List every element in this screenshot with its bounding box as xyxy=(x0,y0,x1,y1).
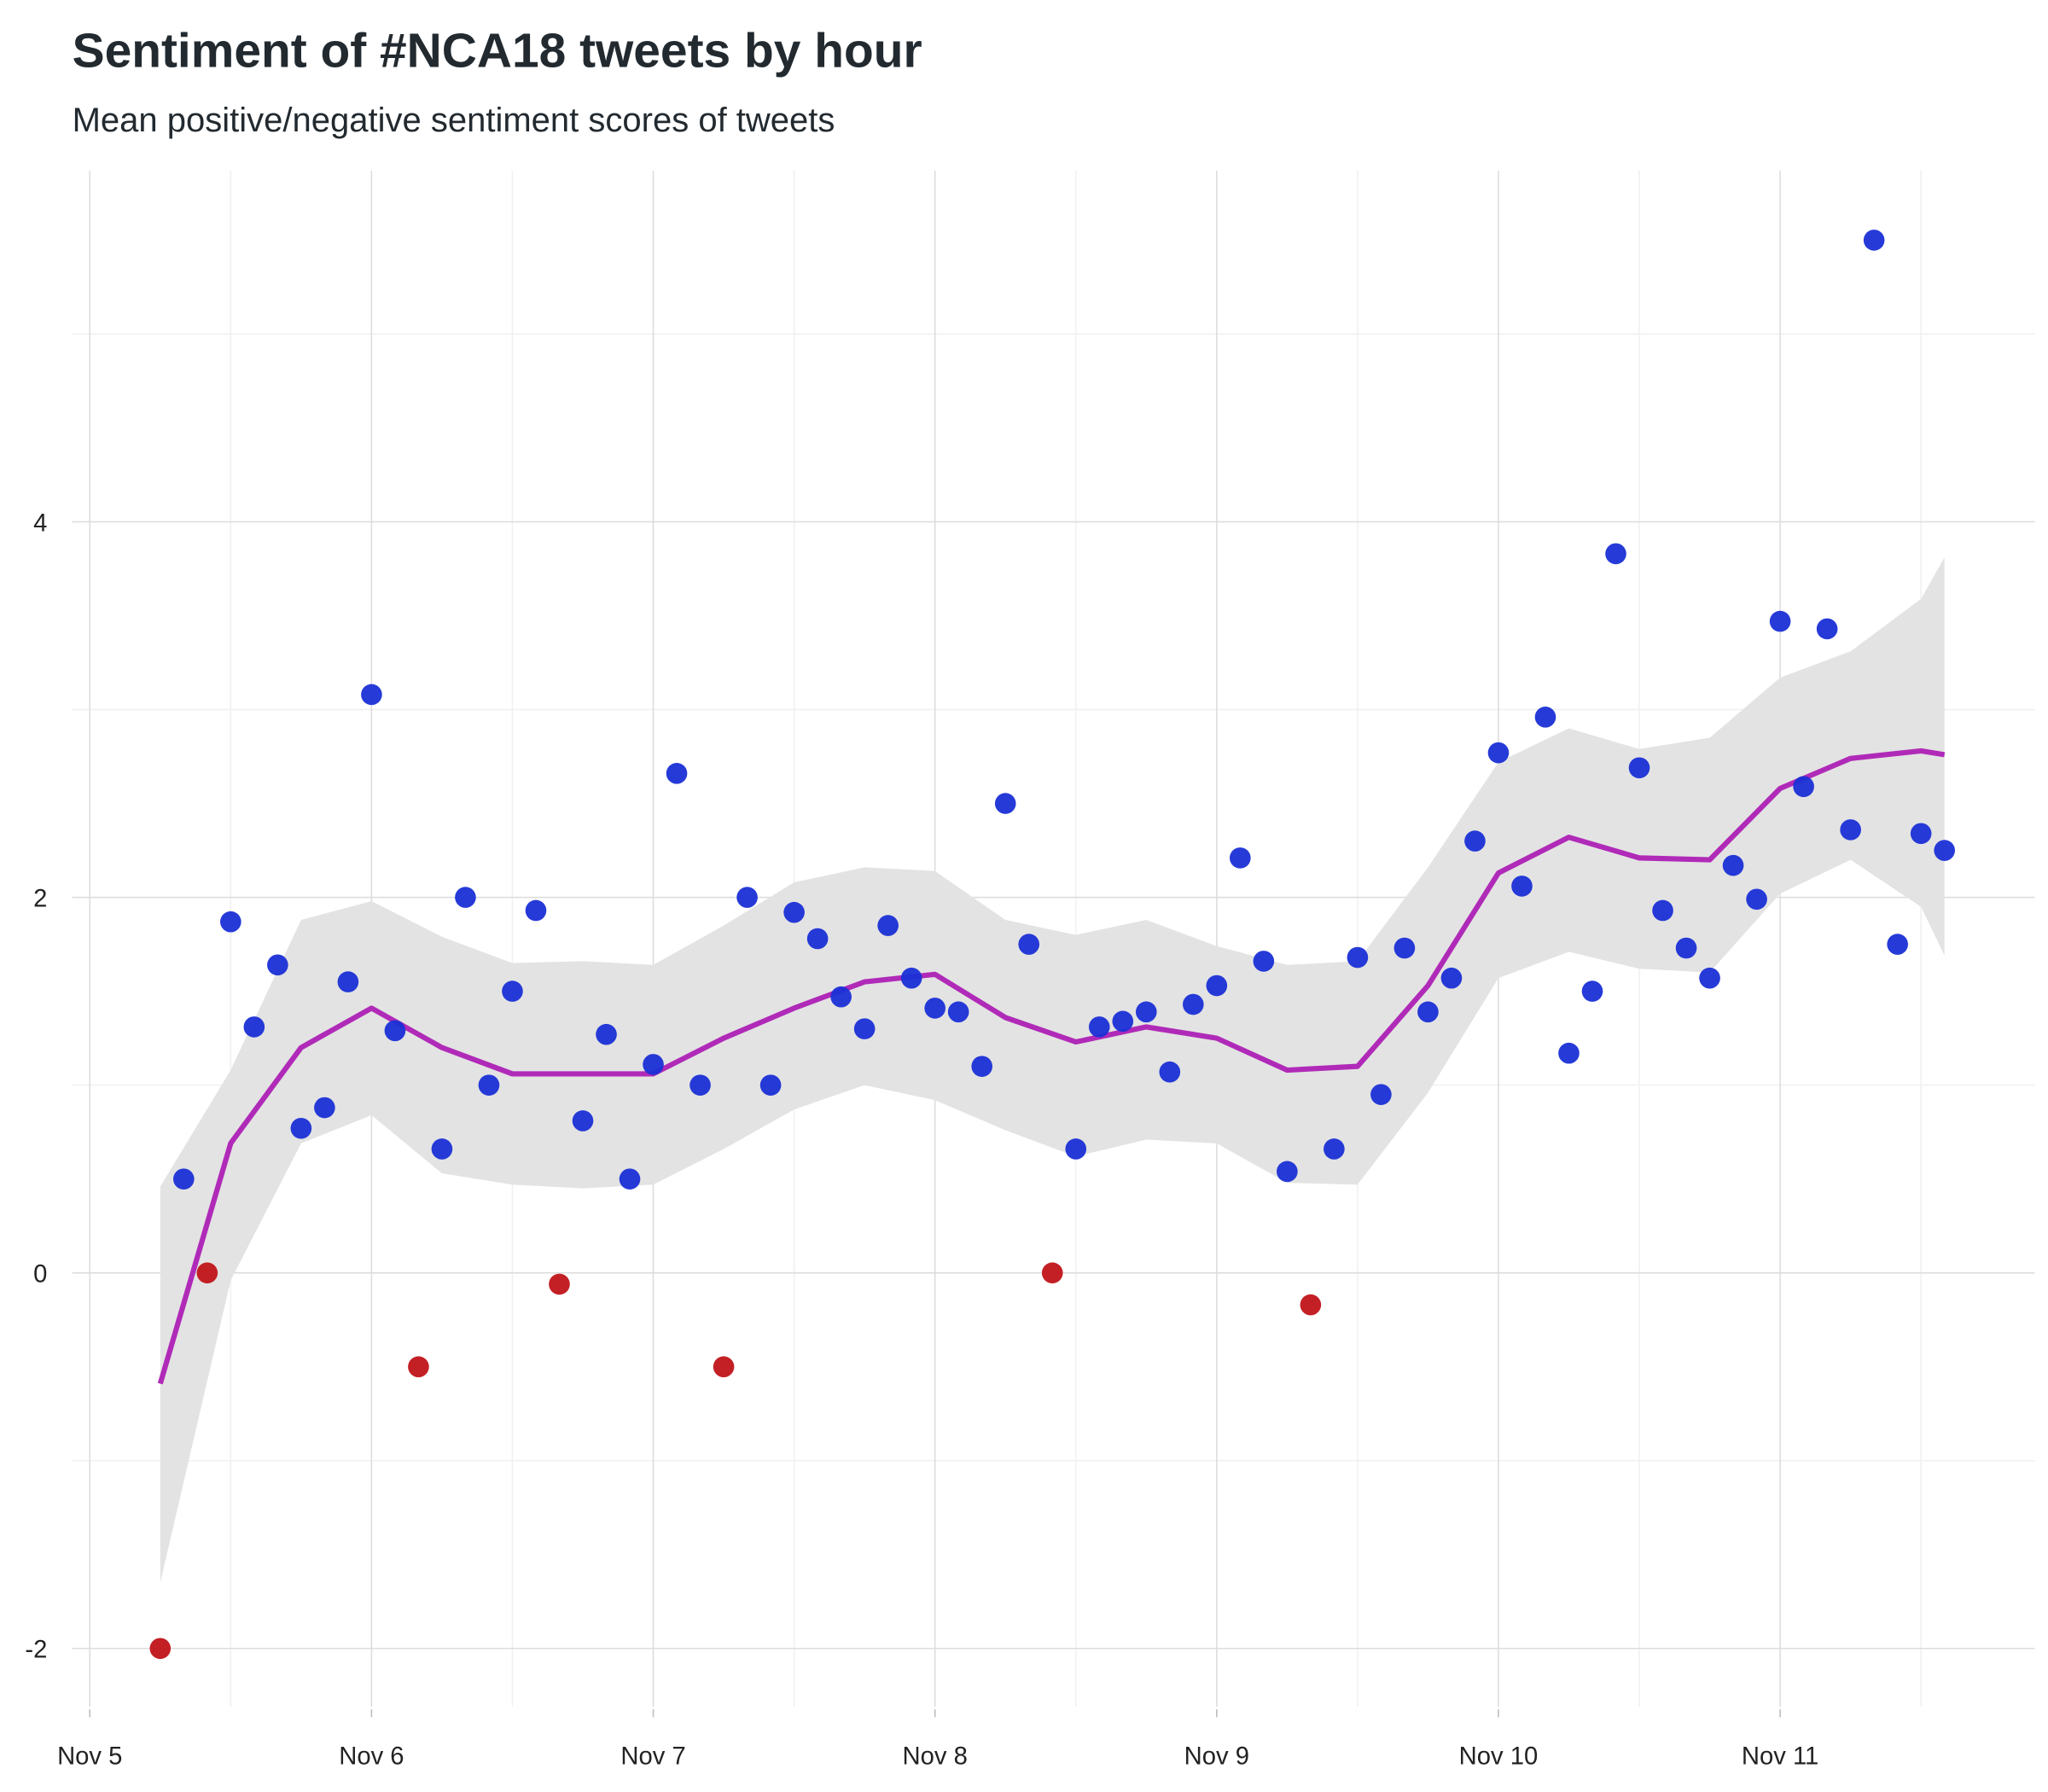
x-tick-label: Nov 9 xyxy=(1184,1743,1249,1771)
point xyxy=(1840,819,1861,841)
x-tick-label: Nov 6 xyxy=(339,1743,404,1771)
point xyxy=(783,901,805,923)
point xyxy=(243,1016,265,1038)
point xyxy=(759,1074,782,1096)
point xyxy=(384,1020,406,1042)
y-tick-label: 4 xyxy=(33,509,47,537)
point xyxy=(643,1054,664,1075)
point xyxy=(689,1074,711,1096)
point xyxy=(1605,543,1626,565)
confidence-band-group xyxy=(157,557,1946,1583)
point xyxy=(1417,1001,1439,1023)
point xyxy=(713,1356,735,1378)
point xyxy=(1206,975,1228,997)
point xyxy=(900,967,922,989)
point xyxy=(971,1056,993,1077)
point xyxy=(853,1018,876,1039)
point xyxy=(1440,967,1463,989)
point xyxy=(1230,847,1251,869)
point xyxy=(1464,830,1486,852)
point xyxy=(1370,1084,1392,1105)
point xyxy=(994,793,1016,814)
point xyxy=(502,980,523,1002)
point xyxy=(1277,1161,1298,1183)
point xyxy=(1628,757,1650,779)
point xyxy=(736,887,758,908)
chart-title: Sentiment of #NCA18 tweets by hour xyxy=(73,23,922,78)
point xyxy=(1511,876,1533,897)
point xyxy=(337,971,359,992)
point xyxy=(525,899,547,922)
point xyxy=(596,1023,617,1045)
point xyxy=(549,1273,570,1295)
point xyxy=(877,915,899,936)
point xyxy=(1253,951,1275,972)
y-tick-label: -2 xyxy=(25,1637,47,1664)
x-tick-label: Nov 8 xyxy=(903,1743,968,1771)
point xyxy=(1324,1138,1345,1160)
smooth-line xyxy=(157,748,1946,1385)
point xyxy=(1300,1294,1322,1316)
point xyxy=(1135,1001,1157,1023)
point xyxy=(149,1638,172,1660)
y-tick-label: 2 xyxy=(33,885,47,912)
point xyxy=(361,684,382,706)
point xyxy=(1018,934,1040,955)
point xyxy=(1558,1042,1580,1064)
point xyxy=(1746,888,1767,911)
point xyxy=(1863,230,1885,251)
point xyxy=(1793,776,1814,798)
point xyxy=(947,1001,969,1023)
x-tick-label: Nov 10 xyxy=(1459,1743,1539,1771)
point xyxy=(830,986,852,1008)
point xyxy=(431,1138,453,1160)
tick-labels: -2 0 2 4 Nov 5 Nov 6 Nov 7 Nov 8 Nov 9 Nov 10 Nov … xyxy=(25,509,1818,1770)
point xyxy=(1112,1010,1134,1033)
point xyxy=(1769,610,1791,632)
point xyxy=(478,1074,500,1096)
point xyxy=(1910,823,1932,845)
point xyxy=(1652,899,1673,922)
point xyxy=(1041,1262,1063,1283)
point xyxy=(455,887,476,908)
point xyxy=(1699,967,1720,989)
point xyxy=(1487,742,1510,764)
point xyxy=(1065,1138,1087,1160)
point xyxy=(314,1097,335,1119)
point xyxy=(220,911,241,933)
chart-subtitle: Mean positive/negative sentiment scores … xyxy=(73,102,835,139)
point xyxy=(1722,854,1744,876)
point xyxy=(1581,980,1603,1002)
point xyxy=(572,1110,594,1132)
point xyxy=(1393,937,1416,959)
y-tick-label: 0 xyxy=(33,1260,47,1288)
point xyxy=(1088,1016,1110,1038)
x-tick-label: Nov 7 xyxy=(620,1743,685,1771)
point xyxy=(1887,934,1908,955)
point xyxy=(172,1168,195,1190)
confidence-band xyxy=(160,557,1945,1583)
point xyxy=(1675,937,1697,959)
point xyxy=(1159,1061,1181,1083)
point xyxy=(619,1168,641,1190)
point xyxy=(290,1117,312,1139)
x-tick-label: Nov 5 xyxy=(57,1743,122,1771)
point xyxy=(924,998,945,1019)
point xyxy=(1534,707,1556,728)
point xyxy=(196,1262,218,1283)
point xyxy=(666,763,688,784)
point xyxy=(1183,993,1204,1015)
point xyxy=(1934,840,1956,861)
x-tick-label: Nov 11 xyxy=(1742,1743,1818,1771)
point xyxy=(806,928,829,950)
point xyxy=(408,1356,429,1378)
point xyxy=(267,954,288,976)
point xyxy=(1347,946,1369,969)
points xyxy=(149,230,1956,1660)
point xyxy=(1816,618,1838,640)
